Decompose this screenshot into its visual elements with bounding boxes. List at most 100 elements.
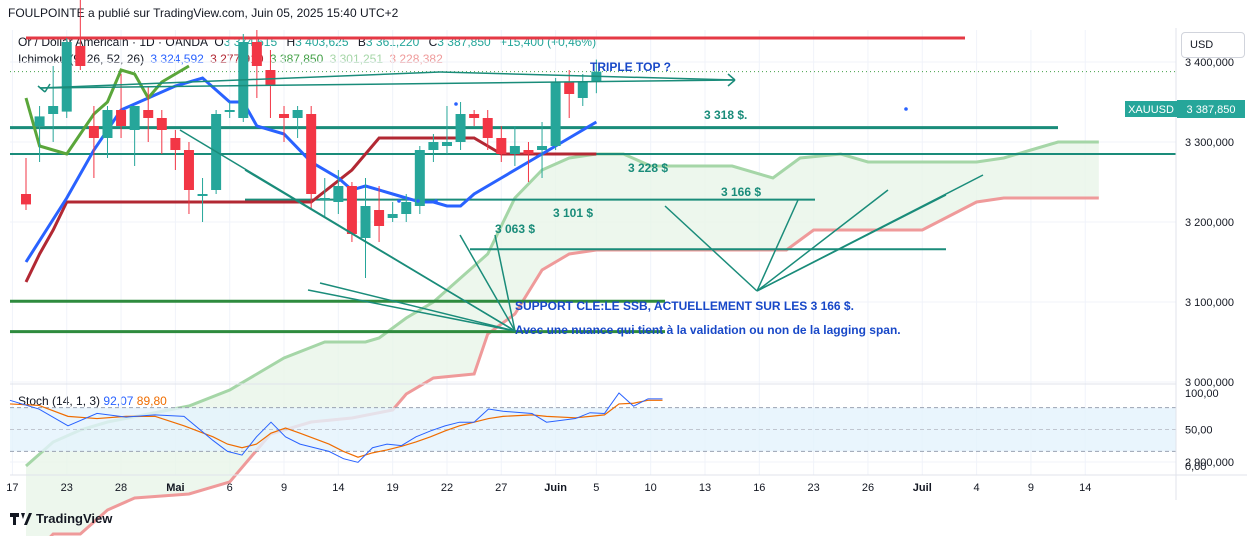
span-a-line	[25, 140, 1099, 468]
candle	[469, 114, 480, 118]
date-tick: 23	[61, 482, 73, 494]
price-tick: 2 900,000	[1185, 457, 1234, 469]
symbol-title[interactable]: Or / Dollar Américain · 1D · OANDA	[18, 35, 209, 49]
annotation-line2: Avec une nuance qui tient à la validatio…	[515, 323, 901, 337]
candle	[482, 118, 493, 138]
tradingview-logo[interactable]: TradingView	[10, 511, 112, 526]
annotation-arrow	[244, 169, 516, 332]
candle	[224, 110, 235, 112]
annotation-arrow	[44, 83, 51, 93]
candle	[211, 114, 222, 190]
level-label: 3 318 $.	[704, 108, 747, 122]
date-tick: 6	[227, 482, 233, 494]
candle	[333, 186, 344, 202]
grid-lines	[10, 30, 1176, 475]
symbol-legend: Or / Dollar Américain · 1D · OANDA O3 37…	[18, 35, 599, 49]
marker-dot	[434, 199, 438, 203]
date-tick: 16	[753, 482, 765, 494]
candle	[197, 194, 208, 196]
currency-button[interactable]: USD	[1181, 32, 1245, 58]
candle	[401, 202, 412, 214]
date-tick: 28	[115, 482, 127, 494]
candle	[428, 142, 439, 150]
date-tick: 22	[441, 482, 453, 494]
date-tick: 14	[332, 482, 344, 494]
date-tick: 19	[387, 482, 399, 494]
candle	[129, 106, 140, 130]
stoch-band	[10, 407, 1176, 452]
span-b-line	[49, 196, 1099, 536]
annotation-arrow	[39, 79, 736, 89]
annotation-arrow	[439, 71, 736, 81]
ichimoku-legend: Ichimoku (9, 26, 52, 26) 3 324,592 3 277…	[18, 52, 446, 66]
date-tick: 13	[699, 482, 711, 494]
candle	[319, 198, 330, 200]
candle	[346, 186, 357, 234]
ichimoku-lines	[24, 64, 598, 283]
candle	[523, 150, 534, 154]
candle	[577, 82, 588, 98]
date-tick: 27	[495, 482, 507, 494]
symbol-tag-bg	[1125, 101, 1177, 117]
price-tick: 3 100,000	[1185, 297, 1234, 309]
candle	[102, 110, 113, 138]
kijun-line	[24, 136, 597, 283]
ichimoku-spana-value: 3 301,251	[329, 52, 384, 66]
ichimoku-tenkan-value: 3 324,592	[150, 52, 204, 66]
low-value: B3 361,220	[357, 35, 420, 49]
candle	[48, 106, 59, 114]
ichimoku-lagging-value: 3 387,850	[269, 52, 324, 66]
date-tick: Mai	[166, 482, 184, 494]
marker-dot	[397, 199, 401, 203]
cloud-fill	[26, 142, 1099, 536]
candle	[414, 150, 425, 206]
lagging-span-line	[24, 64, 190, 156]
date-tick: 9	[281, 482, 287, 494]
marker-dot	[904, 107, 908, 111]
marker-dot	[416, 199, 420, 203]
date-tick: Juil	[913, 482, 932, 494]
candle	[496, 138, 507, 154]
stoch-d-line	[9, 399, 663, 458]
candle	[537, 146, 548, 150]
candle	[170, 138, 181, 150]
candle	[265, 70, 276, 86]
candle	[292, 110, 303, 118]
stoch-tick: 50,00	[1185, 425, 1213, 437]
marker-dot	[454, 102, 458, 106]
published-header: FOULPOINTE a publié sur TradingView.com,…	[8, 6, 399, 20]
open-value: O3 374,615	[214, 35, 278, 49]
stoch-tick: 100,00	[1185, 388, 1219, 400]
tenkan-line	[24, 76, 598, 263]
tradingview-logo-icon	[10, 512, 32, 525]
price-levels	[10, 36, 1176, 334]
change-value: +15,400 (+0,46%)	[500, 35, 597, 49]
date-tick: 10	[645, 482, 657, 494]
candle	[279, 114, 290, 118]
ichimoku-label[interactable]: Ichimoku (9, 26, 52, 26)	[18, 52, 145, 66]
stoch-label[interactable]: Stoch (14, 1, 3)	[18, 394, 101, 408]
date-tick: 5	[593, 482, 599, 494]
stoch-d-value: 89,80	[136, 394, 167, 408]
date-tick: 17	[6, 482, 18, 494]
ichimoku-kijun-value: 3 277,910	[210, 52, 264, 66]
annotation-arrow	[39, 71, 441, 89]
candle	[156, 118, 167, 130]
price-tick: 3 000,000	[1185, 377, 1234, 389]
candle	[88, 126, 99, 138]
stoch-panel	[9, 383, 1176, 463]
ichimoku-cloud	[25, 140, 1099, 536]
candle	[183, 150, 194, 190]
candle	[441, 142, 452, 146]
stoch-k-value: 92,07	[103, 394, 134, 408]
date-tick: 26	[862, 482, 874, 494]
date-tick: 9	[1028, 482, 1034, 494]
candle	[360, 206, 371, 238]
stoch-legend: Stoch (14, 1, 3) 92,07 89,80	[18, 394, 167, 408]
brand-name: TradingView	[36, 511, 113, 526]
candle	[564, 82, 575, 94]
annotation-arrow	[179, 129, 516, 332]
price-tick: 3 400,000	[1185, 57, 1234, 69]
annotation-arrow	[756, 189, 889, 292]
